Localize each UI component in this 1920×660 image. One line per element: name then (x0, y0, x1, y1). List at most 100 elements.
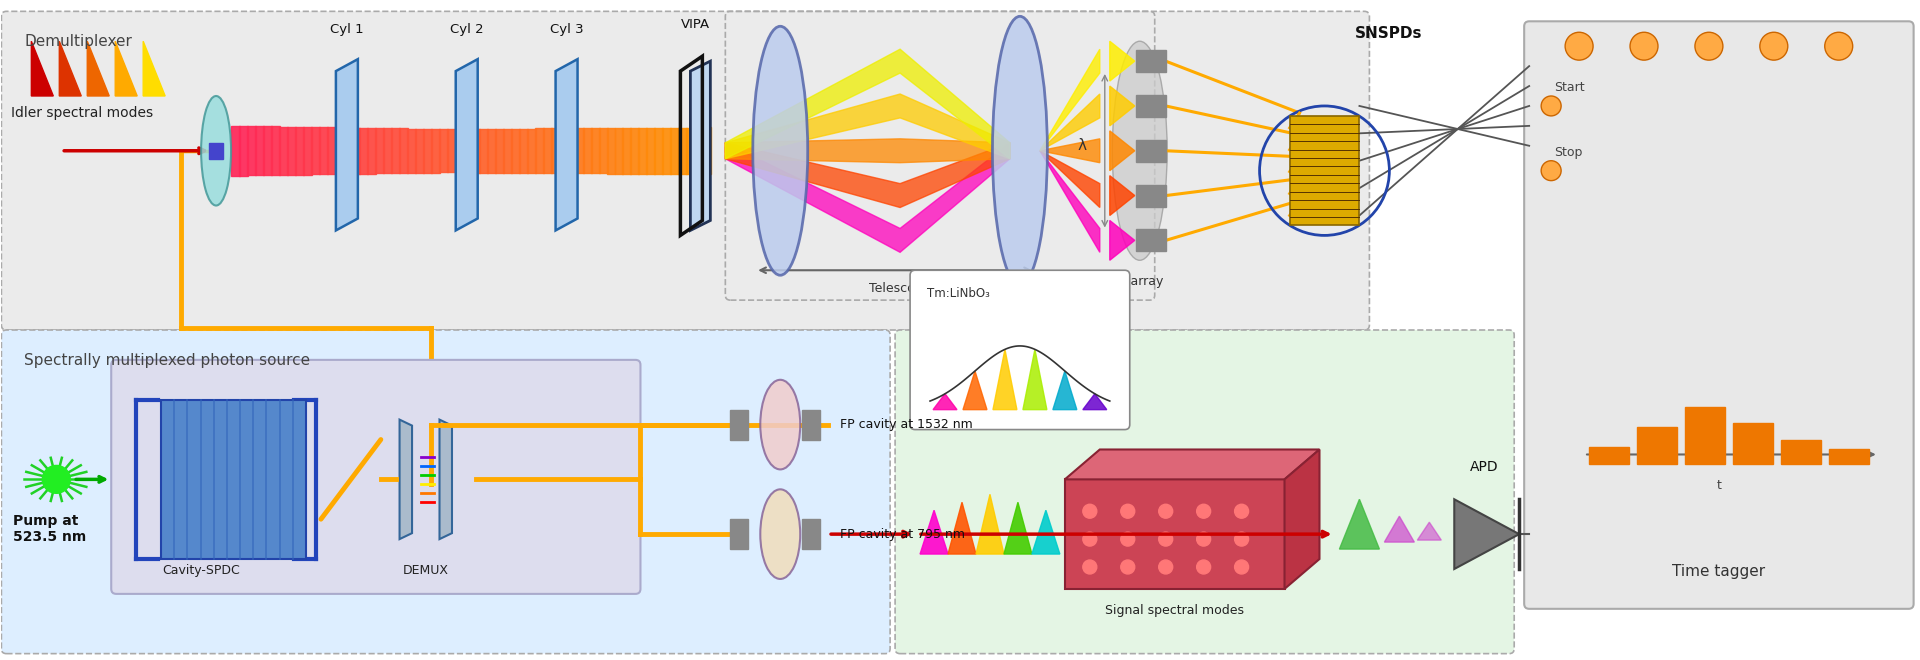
Bar (543, 129, 551, 173)
Text: FP cavity at 795 nm: FP cavity at 795 nm (841, 527, 966, 541)
Bar (255, 126, 265, 176)
Text: Fiber array: Fiber array (1096, 275, 1164, 288)
Circle shape (1158, 532, 1173, 546)
Bar (422, 129, 432, 173)
Bar (382, 128, 392, 174)
Text: SNSPDs: SNSPDs (1354, 26, 1423, 41)
Bar (1137, 230, 1165, 251)
Polygon shape (31, 41, 54, 96)
Bar (430, 129, 440, 172)
Polygon shape (1340, 499, 1379, 549)
Bar (599, 128, 607, 174)
Bar (440, 129, 447, 172)
Bar (470, 129, 480, 173)
Polygon shape (555, 59, 578, 230)
Bar (334, 127, 344, 174)
Circle shape (1158, 504, 1173, 518)
Bar (703, 127, 712, 174)
Ellipse shape (1112, 41, 1167, 260)
Bar (511, 129, 520, 173)
Bar (639, 128, 647, 174)
Text: Stop: Stop (1553, 146, 1582, 159)
Polygon shape (86, 41, 109, 96)
Bar (1137, 140, 1165, 162)
Polygon shape (920, 510, 948, 554)
Circle shape (42, 465, 71, 493)
Bar (296, 127, 303, 175)
Bar (455, 129, 465, 172)
Text: FP cavity at 1532 nm: FP cavity at 1532 nm (841, 418, 973, 431)
Bar (407, 129, 417, 173)
Bar (730, 410, 749, 440)
Bar (803, 519, 820, 549)
Bar (1686, 407, 1724, 465)
Circle shape (1121, 532, 1135, 546)
Text: Spectrally multiplexed photon source: Spectrally multiplexed photon source (25, 353, 311, 368)
Bar (447, 129, 455, 172)
Bar (695, 127, 703, 174)
Text: Cyl 2: Cyl 2 (449, 23, 484, 36)
Polygon shape (1110, 220, 1135, 260)
Bar (630, 128, 639, 174)
Bar (1290, 116, 1359, 226)
Polygon shape (1453, 499, 1519, 569)
Circle shape (1695, 32, 1722, 60)
Circle shape (1235, 560, 1248, 574)
Polygon shape (399, 420, 413, 539)
Bar (478, 129, 488, 173)
Bar (161, 400, 305, 559)
Bar (685, 127, 695, 174)
Bar (1137, 185, 1165, 207)
Bar (551, 128, 559, 173)
Polygon shape (115, 41, 136, 96)
FancyBboxPatch shape (111, 360, 641, 594)
Polygon shape (1110, 176, 1135, 215)
Polygon shape (1083, 394, 1106, 410)
Bar (614, 128, 624, 174)
Polygon shape (726, 143, 1010, 207)
Bar (209, 143, 223, 158)
Bar (415, 129, 424, 173)
Bar (1137, 50, 1165, 72)
Polygon shape (933, 394, 956, 410)
Circle shape (1121, 560, 1135, 574)
Bar (1638, 426, 1676, 465)
Circle shape (1235, 504, 1248, 518)
Bar (263, 126, 273, 175)
Polygon shape (1041, 150, 1100, 207)
Ellipse shape (202, 96, 230, 205)
Bar (495, 129, 503, 173)
Bar (326, 127, 336, 174)
Circle shape (1761, 32, 1788, 60)
Bar (486, 129, 495, 173)
Bar (240, 126, 248, 176)
Text: Tm:LiNbO₃ spectral filter: Tm:LiNbO₃ spectral filter (918, 353, 1106, 368)
Bar (518, 129, 528, 173)
Circle shape (1196, 560, 1212, 574)
Bar (622, 128, 632, 174)
Polygon shape (1041, 150, 1100, 252)
Text: λ: λ (1077, 139, 1087, 153)
Bar (311, 127, 321, 174)
Polygon shape (1041, 50, 1100, 150)
Bar (566, 128, 576, 174)
FancyBboxPatch shape (910, 270, 1129, 430)
Polygon shape (336, 59, 357, 230)
Bar (670, 127, 680, 174)
Bar (678, 127, 687, 174)
Bar (286, 127, 296, 175)
Polygon shape (964, 371, 987, 410)
Polygon shape (440, 420, 451, 539)
Polygon shape (726, 94, 1010, 158)
Polygon shape (1066, 449, 1319, 479)
Polygon shape (1041, 139, 1100, 163)
Bar (582, 128, 591, 174)
Bar (392, 128, 399, 173)
Circle shape (1158, 560, 1173, 574)
Polygon shape (144, 41, 165, 96)
Polygon shape (1110, 131, 1135, 171)
Circle shape (1196, 504, 1212, 518)
Polygon shape (455, 59, 478, 230)
Circle shape (1083, 504, 1096, 518)
Bar (526, 129, 536, 173)
